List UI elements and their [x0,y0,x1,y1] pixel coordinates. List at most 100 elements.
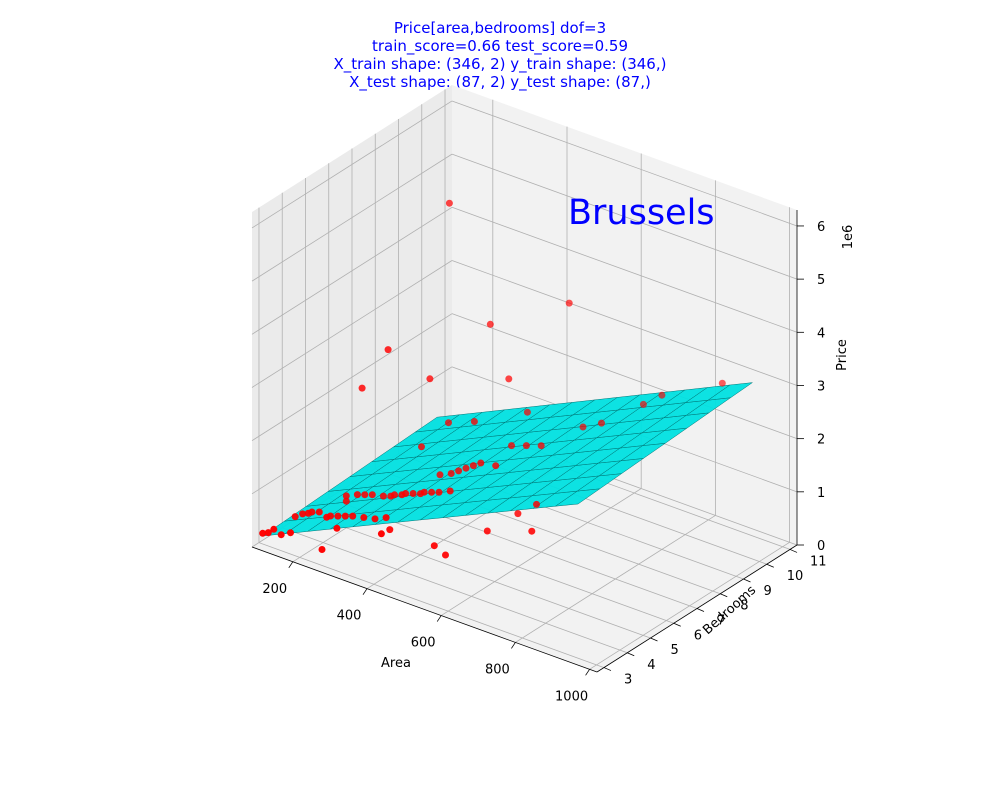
data-point [522,442,530,450]
data-point [377,530,385,538]
y-tick-label: 3 [624,673,632,688]
data-point [430,542,438,550]
data-point [462,464,470,472]
x-tick-label: 800 [485,662,510,677]
data-point [442,551,449,559]
data-point [334,512,342,520]
title-line-1: Price[area,bedrooms] dof=3 [394,19,606,37]
data-point [270,525,278,533]
data-point [277,531,285,539]
data-point [533,500,540,508]
data-point [349,512,357,520]
left-grid-z [251,313,453,441]
data-point [718,379,726,387]
data-point [486,320,494,328]
data-point [598,419,605,427]
surface-patch [707,382,753,401]
data-point [391,491,398,499]
data-point [436,471,444,479]
chart-title: Price[area,bedrooms] dof=3 train_score=0… [334,19,667,92]
data-point [379,492,387,500]
z-tick-label: 4 [817,326,825,341]
y-tick-mark [696,608,705,612]
z-axis-label: Price [835,339,850,371]
x-tick-label: 600 [411,636,436,651]
data-point [315,508,323,516]
data-point [299,510,307,518]
left-grid-z [251,206,453,335]
data-point [426,375,434,383]
data-point [446,487,454,495]
data-point [420,488,428,496]
data-point [333,524,341,532]
z-tick-label: 1 [817,486,825,501]
data-point [470,418,478,425]
data-point [382,514,390,522]
data-point [327,512,334,520]
data-point [579,423,587,431]
data-point [428,488,436,496]
data-point [528,527,536,535]
data-point [259,529,267,537]
data-point [445,419,452,427]
data-point [565,299,573,307]
x-tick-mark [585,669,590,676]
z-tick-label: 6 [817,220,825,235]
x-tick-label: 200 [262,582,287,597]
data-point [358,384,366,392]
data-point [508,442,515,450]
data-point [469,462,477,470]
y-tick-label: 5 [670,643,678,658]
data-point [308,508,316,516]
data-point [371,515,379,523]
y-tick-label: 7 [717,614,725,629]
floor-grid-y [305,512,651,639]
data-point [477,459,485,467]
y-tick-label: 9 [764,584,772,599]
left-grid-z [251,366,453,495]
data-point [514,510,522,518]
data-point [291,513,299,521]
data-point [264,529,272,537]
data-point [523,408,531,416]
data-point [483,527,491,535]
data-point [455,467,463,475]
left-grid-z [251,100,453,229]
y-tick-label: 10 [787,569,804,584]
data-point [361,491,369,499]
x-axis-label: Area [381,656,411,671]
data-point [386,526,394,534]
x-tick-mark [362,588,368,595]
x-tick-mark [288,561,294,569]
data-point [341,512,349,520]
z-tick-label: 0 [817,539,825,554]
x-axis-line [251,546,598,673]
z-offset-label: 1e6 [841,225,856,250]
y-tick-mark [789,549,798,553]
x-tick-mark [511,642,516,649]
data-point [342,492,350,500]
data-point [402,490,410,497]
data-point [409,490,417,497]
y-tick-label: 4 [647,658,655,673]
y-tick-label: 11 [810,554,827,569]
data-point [368,491,376,499]
axes-lines [251,210,804,676]
z-tick-label: 3 [817,379,825,394]
y-tick-mark [627,652,635,657]
data-point [435,488,443,496]
floor-grid-y [258,542,605,668]
y-tick-mark [720,593,728,598]
x-tick-mark [436,615,442,622]
back-grid-z [451,313,798,440]
data-point [639,400,647,408]
data-point [447,470,455,477]
title-line-3: X_train shape: (346, 2) y_train shape: (… [334,55,667,74]
y-tick-mark [766,563,774,568]
data-point [287,529,294,537]
data-point [342,497,350,505]
data-point [353,491,361,499]
data-point [318,546,326,553]
data-point [360,514,368,521]
